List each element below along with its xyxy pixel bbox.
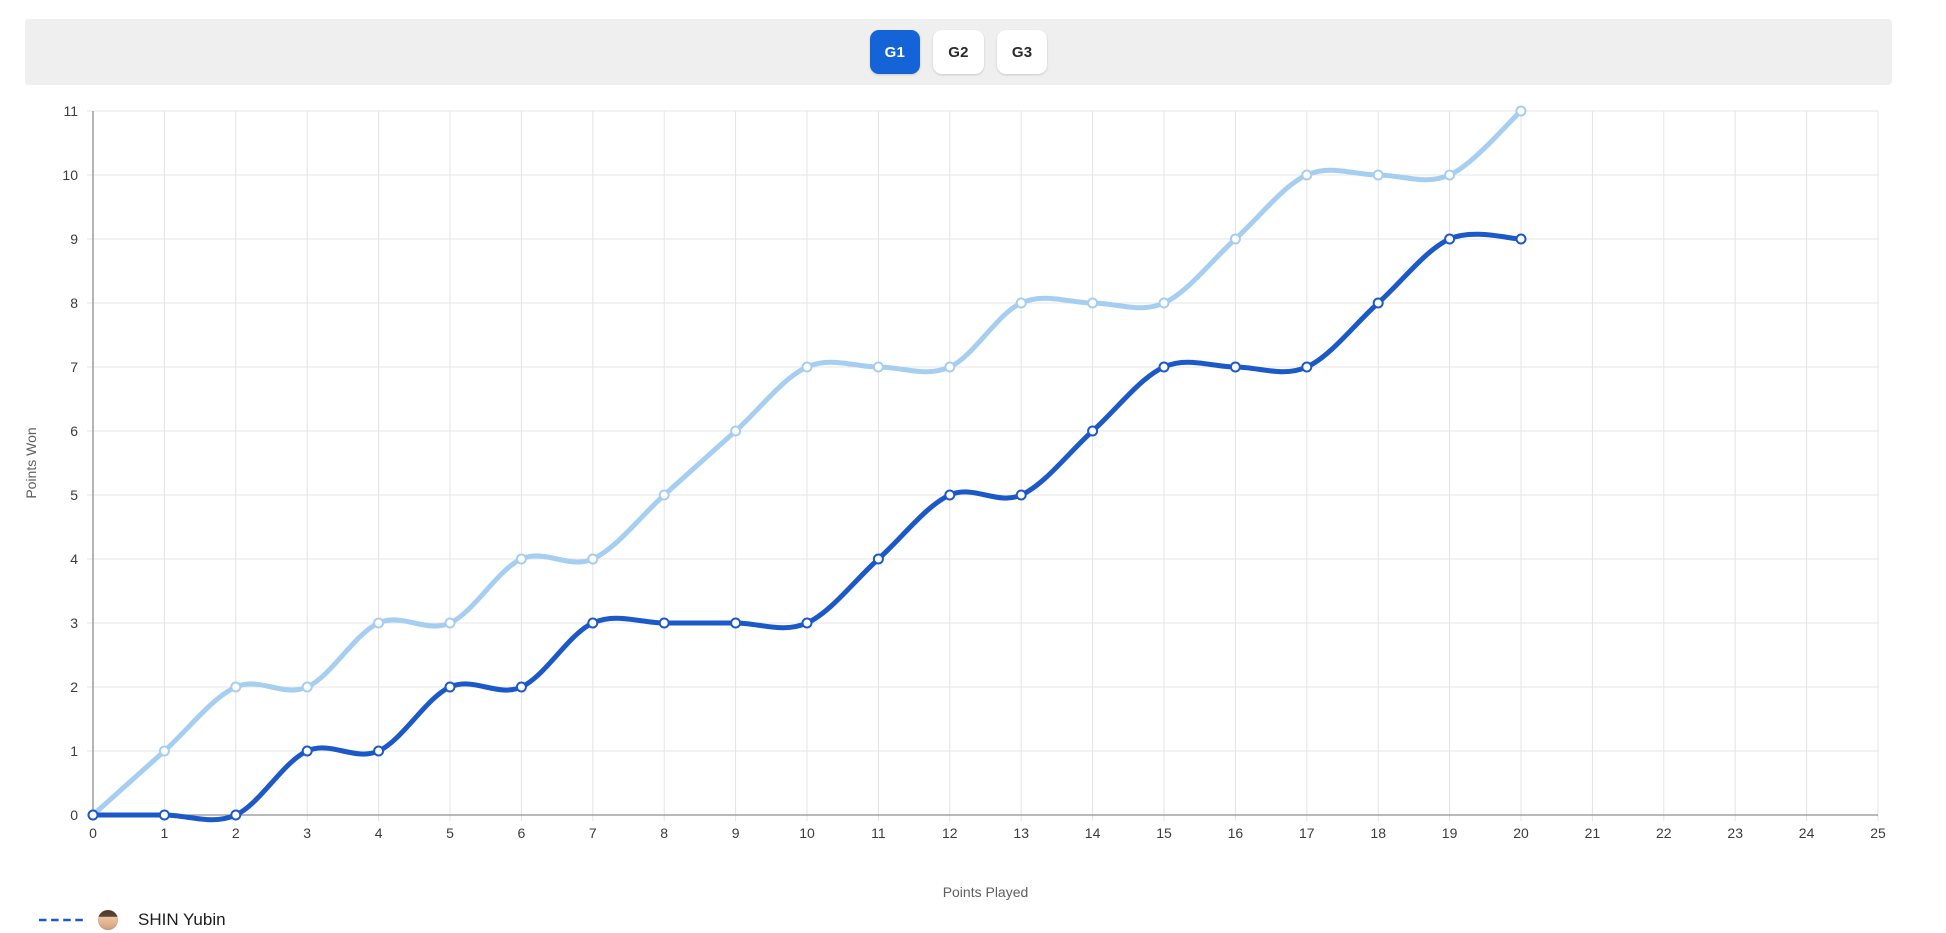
- data-point-marker[interactable]: [1301, 169, 1313, 181]
- data-point-marker[interactable]: [1158, 297, 1170, 309]
- data-point-marker[interactable]: [1158, 361, 1170, 373]
- data-point-marker[interactable]: [1087, 297, 1099, 309]
- data-point-marker[interactable]: [87, 809, 99, 821]
- legend-item[interactable]: SHIN Yubin: [38, 907, 226, 933]
- svg-text:12: 12: [942, 825, 958, 841]
- svg-text:10: 10: [62, 167, 78, 183]
- x-axis-title: Points Played: [943, 884, 1029, 900]
- svg-text:2: 2: [232, 825, 240, 841]
- svg-text:0: 0: [70, 807, 78, 823]
- data-point-marker[interactable]: [1515, 233, 1527, 245]
- svg-text:11: 11: [871, 825, 886, 841]
- data-point-marker[interactable]: [373, 617, 385, 629]
- data-point-marker[interactable]: [801, 617, 813, 629]
- data-point-marker[interactable]: [658, 489, 670, 501]
- data-point-marker[interactable]: [587, 553, 599, 565]
- data-point-marker[interactable]: [730, 425, 742, 437]
- data-point-marker[interactable]: [373, 745, 385, 757]
- svg-text:25: 25: [1870, 825, 1886, 841]
- svg-text:9: 9: [732, 825, 740, 841]
- svg-text:3: 3: [303, 825, 311, 841]
- game-tabs: G1 G2 G3: [869, 30, 1048, 74]
- svg-text:22: 22: [1656, 825, 1672, 841]
- data-point-marker[interactable]: [301, 745, 313, 757]
- tab-g3[interactable]: G3: [996, 30, 1048, 74]
- axes: [92, 111, 1878, 816]
- svg-text:13: 13: [1013, 825, 1029, 841]
- data-point-marker[interactable]: [230, 681, 242, 693]
- data-point-marker[interactable]: [1229, 361, 1241, 373]
- data-point-marker[interactable]: [515, 681, 527, 693]
- data-point-marker[interactable]: [658, 617, 670, 629]
- svg-text:24: 24: [1799, 825, 1815, 841]
- y-axis-title: Points Won: [23, 427, 39, 498]
- svg-text:1: 1: [161, 825, 169, 841]
- data-point-marker[interactable]: [230, 809, 242, 821]
- svg-text:21: 21: [1585, 825, 1601, 841]
- x-axis-tick-labels: 0 1 2 3 4 5 6 7 8 9 10 11 12 13 14 15 16 17 18 19 20 21 22 23 24…: [89, 825, 1886, 841]
- data-point-marker[interactable]: [158, 745, 170, 757]
- svg-text:2: 2: [70, 679, 78, 695]
- data-point-marker[interactable]: [444, 681, 456, 693]
- data-point-marker[interactable]: [1015, 489, 1027, 501]
- tab-g2[interactable]: G2: [933, 30, 984, 74]
- svg-text:11: 11: [63, 103, 78, 119]
- svg-text:20: 20: [1513, 825, 1529, 841]
- svg-text:3: 3: [70, 615, 78, 631]
- data-point-marker[interactable]: [1444, 169, 1456, 181]
- data-point-marker[interactable]: [872, 553, 884, 565]
- svg-text:7: 7: [589, 825, 597, 841]
- data-point-marker[interactable]: [1229, 233, 1241, 245]
- legend-line-swatch: [39, 918, 83, 922]
- legend: SHIN Yubin: [38, 907, 226, 933]
- data-point-marker[interactable]: [1087, 425, 1099, 437]
- data-point-marker[interactable]: [1444, 233, 1456, 245]
- data-point-marker[interactable]: [944, 489, 956, 501]
- svg-text:4: 4: [375, 825, 383, 841]
- svg-text:8: 8: [660, 825, 668, 841]
- svg-text:9: 9: [70, 231, 78, 247]
- data-point-marker[interactable]: [444, 617, 456, 629]
- svg-text:5: 5: [70, 487, 78, 503]
- svg-text:0: 0: [89, 825, 97, 841]
- svg-text:6: 6: [518, 825, 526, 841]
- data-point-marker[interactable]: [587, 617, 599, 629]
- gridlines: [87, 110, 1879, 821]
- svg-text:7: 7: [70, 359, 78, 375]
- game-tabs-bar: G1 G2 G3: [25, 19, 1892, 85]
- y-axis-tick-labels: 0 1 2 3 4 5 6 7 8 9 10 11: [62, 103, 78, 823]
- data-point-marker[interactable]: [730, 617, 742, 629]
- legend-player-name: SHIN Yubin: [138, 910, 226, 929]
- data-point-marker[interactable]: [801, 361, 813, 373]
- svg-text:19: 19: [1442, 825, 1458, 841]
- data-point-marker[interactable]: [1015, 297, 1027, 309]
- data-point-marker[interactable]: [1301, 361, 1313, 373]
- series-shin-yubin: [87, 231, 1527, 823]
- data-point-marker[interactable]: [944, 361, 956, 373]
- data-point-marker[interactable]: [1372, 297, 1384, 309]
- data-point-marker[interactable]: [872, 361, 884, 373]
- svg-text:16: 16: [1228, 825, 1244, 841]
- svg-text:8: 8: [70, 295, 78, 311]
- svg-text:5: 5: [446, 825, 454, 841]
- svg-text:10: 10: [799, 825, 815, 841]
- svg-text:6: 6: [70, 423, 78, 439]
- svg-text:17: 17: [1299, 825, 1315, 841]
- svg-text:15: 15: [1156, 825, 1172, 841]
- svg-text:23: 23: [1727, 825, 1743, 841]
- svg-text:18: 18: [1370, 825, 1386, 841]
- data-point-marker[interactable]: [1372, 169, 1384, 181]
- series-player-2: [87, 105, 1527, 821]
- data-point-marker[interactable]: [158, 809, 170, 821]
- svg-text:14: 14: [1085, 825, 1101, 841]
- svg-text:1: 1: [70, 743, 78, 759]
- data-point-marker[interactable]: [1515, 105, 1527, 117]
- player-avatar: [98, 910, 118, 930]
- data-point-marker[interactable]: [301, 681, 313, 693]
- svg-text:4: 4: [70, 551, 78, 567]
- tab-g1[interactable]: G1: [869, 30, 921, 74]
- data-point-marker[interactable]: [515, 553, 527, 565]
